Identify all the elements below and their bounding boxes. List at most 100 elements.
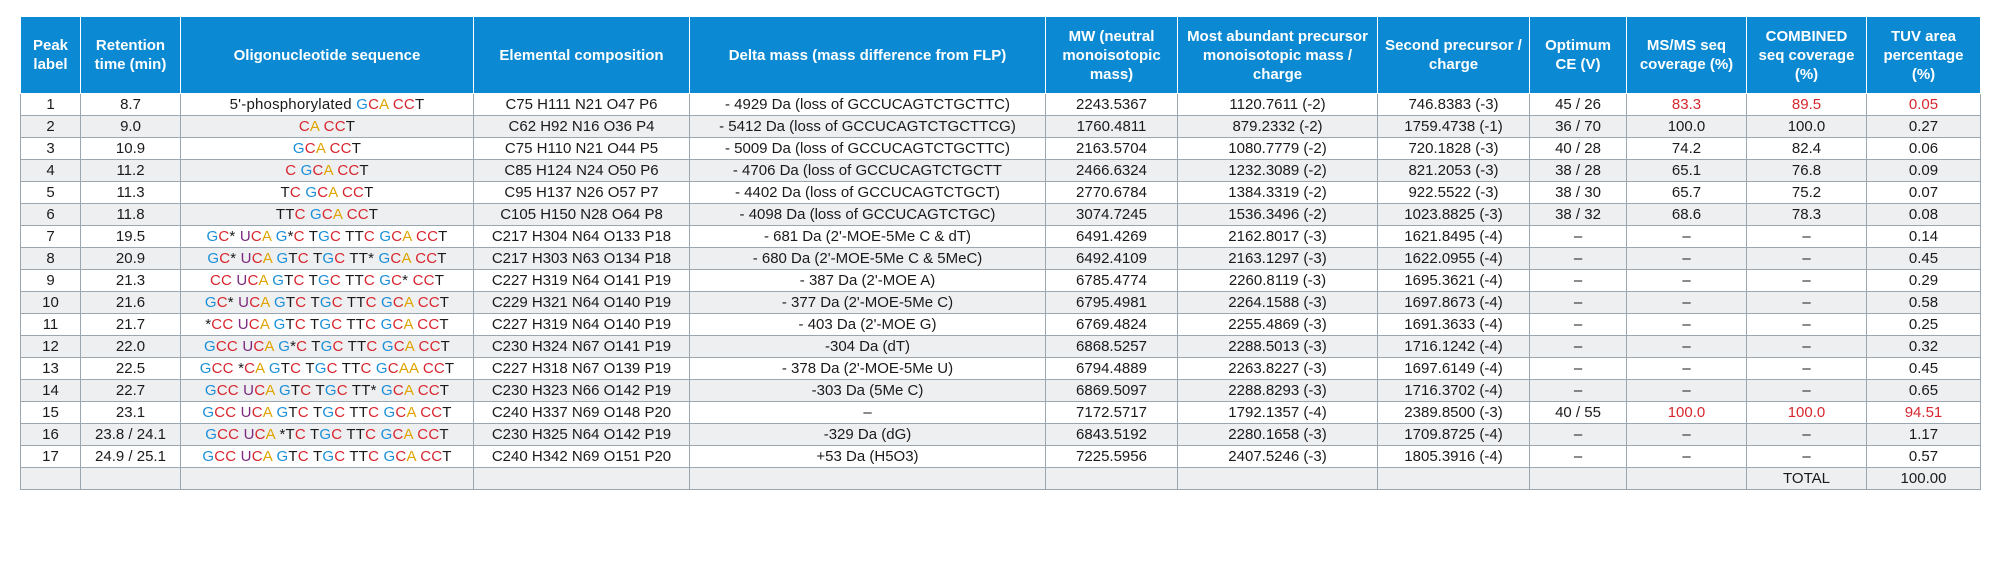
cell-comp: C227 H319 N64 O141 P19 xyxy=(473,269,690,292)
cell-delta: -303 Da (5Me C) xyxy=(689,379,1046,402)
cell-comb: 82.4 xyxy=(1746,137,1867,160)
cell-comp: C230 H325 N64 O142 P19 xyxy=(473,423,690,446)
cell-ce: – xyxy=(1529,269,1627,292)
total-value: 100.00 xyxy=(1866,467,1981,490)
cell-delta: - 4929 Da (loss of GCCUCAGTCTGCTTC) xyxy=(689,93,1046,116)
cell-prec2: 2389.8500 (-3) xyxy=(1377,401,1530,424)
cell-prec2: 821.2053 (-3) xyxy=(1377,159,1530,182)
cell-tuv: 0.45 xyxy=(1866,357,1981,380)
table-row: 4 11.2 C GCA CCT C85 H124 N24 O50 P6- 4706 … xyxy=(20,159,1981,182)
table-row: 10 21.6 GC* UCA GTC TGC TTC GCA CCT C229 H3… xyxy=(20,291,1981,314)
cell-tuv: 0.14 xyxy=(1866,225,1981,248)
cell-ce: – xyxy=(1529,247,1627,270)
cell-seq: GCC *CA GTC TGC TTC GCAA CCT xyxy=(180,357,474,380)
cell-seq: GC* UCA GTC TGC TT* GCA CCT xyxy=(180,247,474,270)
cell-rt: 22.5 xyxy=(80,357,181,380)
cell-prec1: 2264.1588 (-3) xyxy=(1177,291,1378,314)
table-row: 12 22.0 GCC UCA G*C TGC TTC GCA CCT C230 H3… xyxy=(20,335,1981,358)
column-header: Elemental composition xyxy=(473,16,690,94)
cell-tuv: 0.57 xyxy=(1866,445,1981,468)
empty-cell xyxy=(180,467,474,490)
cell-prec1: 1792.1357 (-4) xyxy=(1177,401,1378,424)
table-row: 15 23.1 GCC UCA GTC TGC TTC GCA CCT C240 H3… xyxy=(20,401,1981,424)
cell-mw: 2770.6784 xyxy=(1045,181,1178,204)
cell-rt: 22.0 xyxy=(80,335,181,358)
cell-comb: – xyxy=(1746,291,1867,314)
cell-prec1: 2263.8227 (-3) xyxy=(1177,357,1378,380)
cell-comb: – xyxy=(1746,357,1867,380)
column-header: TUV area percentage (%) xyxy=(1866,16,1981,94)
cell-msms: 83.3 xyxy=(1626,93,1747,116)
cell-tuv: 0.58 xyxy=(1866,291,1981,314)
cell-mw: 1760.4811 xyxy=(1045,115,1178,138)
cell-prec2: 1759.4738 (-1) xyxy=(1377,115,1530,138)
cell-mw: 2466.6324 xyxy=(1045,159,1178,182)
empty-cell xyxy=(1626,467,1747,490)
cell-seq: GCC UCA G*C TGC TTC GCA CCT xyxy=(180,335,474,358)
cell-rt: 11.3 xyxy=(80,181,181,204)
cell-ce: – xyxy=(1529,423,1627,446)
cell-prec2: 1023.8825 (-3) xyxy=(1377,203,1530,226)
cell-mw: 6769.4824 xyxy=(1045,313,1178,336)
cell-mw: 2243.5367 xyxy=(1045,93,1178,116)
cell-mw: 3074.7245 xyxy=(1045,203,1178,226)
cell-mw: 2163.5704 xyxy=(1045,137,1178,160)
cell-prec1: 1384.3319 (-2) xyxy=(1177,181,1378,204)
cell-comb: 75.2 xyxy=(1746,181,1867,204)
cell-peak: 16 xyxy=(20,423,81,446)
cell-msms: 65.1 xyxy=(1626,159,1747,182)
column-header: MS/MS seq coverage (%) xyxy=(1626,16,1747,94)
cell-comp: C95 H137 N26 O57 P7 xyxy=(473,181,690,204)
empty-cell xyxy=(20,467,81,490)
cell-prec1: 2288.8293 (-3) xyxy=(1177,379,1378,402)
cell-prec2: 1691.3633 (-4) xyxy=(1377,313,1530,336)
cell-msms: 74.2 xyxy=(1626,137,1747,160)
cell-peak: 3 xyxy=(20,137,81,160)
column-header: Oligonucleotide sequence xyxy=(180,16,474,94)
cell-delta: - 680 Da (2'-MOE-5Me C & 5MeC) xyxy=(689,247,1046,270)
cell-seq: TC GCA CCT xyxy=(180,181,474,204)
cell-peak: 17 xyxy=(20,445,81,468)
cell-comp: C75 H111 N21 O47 P6 xyxy=(473,93,690,116)
cell-comb: – xyxy=(1746,313,1867,336)
cell-rt: 22.7 xyxy=(80,379,181,402)
cell-rt: 24.9 / 25.1 xyxy=(80,445,181,468)
cell-comp: C105 H150 N28 O64 P8 xyxy=(473,203,690,226)
cell-comp: C240 H342 N69 O151 P20 xyxy=(473,445,690,468)
cell-comb: – xyxy=(1746,269,1867,292)
cell-peak: 5 xyxy=(20,181,81,204)
cell-delta: - 378 Da (2'-MOE-5Me U) xyxy=(689,357,1046,380)
table-body: 1 8.7 5'-phosphorylated GCA CCT C75 H111 N2… xyxy=(20,93,1981,490)
cell-mw: 6843.5192 xyxy=(1045,423,1178,446)
cell-delta: - 403 Da (2'-MOE G) xyxy=(689,313,1046,336)
cell-rt: 9.0 xyxy=(80,115,181,138)
table-row: 3 10.9 GCA CCT C75 H110 N21 O44 P5- 5009 Da… xyxy=(20,137,1981,160)
cell-tuv: 1.17 xyxy=(1866,423,1981,446)
cell-tuv: 0.32 xyxy=(1866,335,1981,358)
cell-comb: – xyxy=(1746,225,1867,248)
total-label: TOTAL xyxy=(1746,467,1867,490)
cell-peak: 14 xyxy=(20,379,81,402)
cell-peak: 12 xyxy=(20,335,81,358)
cell-rt: 19.5 xyxy=(80,225,181,248)
total-row: TOTAL 100.00 xyxy=(20,467,1981,490)
empty-cell xyxy=(1377,467,1530,490)
cell-tuv: 0.27 xyxy=(1866,115,1981,138)
cell-tuv: 0.25 xyxy=(1866,313,1981,336)
empty-cell xyxy=(1177,467,1378,490)
cell-ce: 40 / 55 xyxy=(1529,401,1627,424)
cell-prec1: 2163.1297 (-3) xyxy=(1177,247,1378,270)
cell-comp: C227 H318 N67 O139 P19 xyxy=(473,357,690,380)
cell-rt: 23.8 / 24.1 xyxy=(80,423,181,446)
cell-comp: C75 H110 N21 O44 P5 xyxy=(473,137,690,160)
cell-comp: C229 H321 N64 O140 P19 xyxy=(473,291,690,314)
cell-tuv: 0.06 xyxy=(1866,137,1981,160)
oligo-impurity-table: Peak label Retention time (min) Oligonucle… xyxy=(20,16,1981,490)
cell-rt: 21.6 xyxy=(80,291,181,314)
cell-prec2: 1709.8725 (-4) xyxy=(1377,423,1530,446)
cell-ce: 38 / 32 xyxy=(1529,203,1627,226)
cell-mw: 6491.4269 xyxy=(1045,225,1178,248)
cell-comp: C230 H323 N66 O142 P19 xyxy=(473,379,690,402)
cell-prec1: 2407.5246 (-3) xyxy=(1177,445,1378,468)
cell-msms: – xyxy=(1626,291,1747,314)
